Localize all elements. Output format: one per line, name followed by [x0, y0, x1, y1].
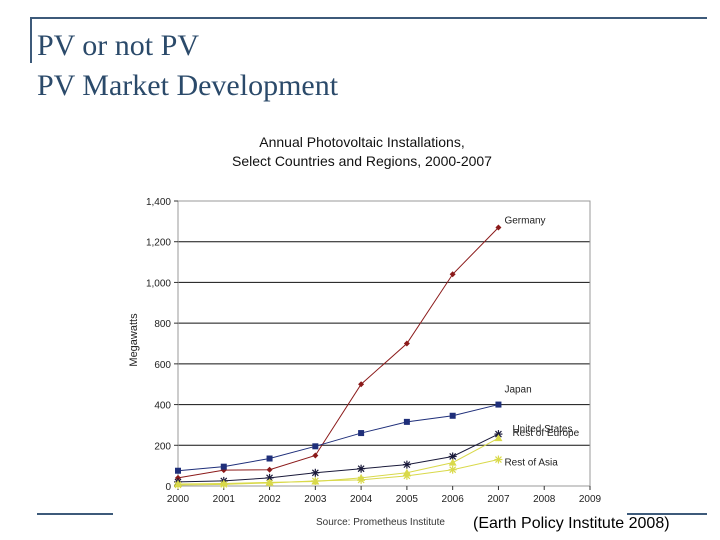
y-tick-label: 1,400 — [146, 197, 171, 208]
series-japan: Japan — [175, 385, 532, 474]
marker-stroke — [495, 430, 502, 438]
x-tick-label: 2009 — [579, 494, 602, 505]
marker-stroke — [266, 474, 273, 482]
data-point — [402, 460, 411, 469]
marker-stroke — [357, 476, 365, 484]
data-point — [312, 452, 319, 459]
series-label: United States — [512, 424, 572, 435]
data-point — [403, 418, 410, 425]
data-point — [266, 455, 273, 462]
x-tick-label: 2003 — [304, 494, 327, 505]
x-tick-label: 2002 — [258, 494, 281, 505]
data-point — [448, 458, 457, 466]
marker-stroke — [449, 453, 457, 460]
series-label: Germany — [504, 215, 545, 226]
marker-stroke — [266, 479, 273, 487]
data-point — [312, 443, 319, 450]
y-tick-label: 800 — [154, 319, 171, 330]
x-tick-label: 2004 — [350, 494, 373, 505]
marker-stroke — [311, 477, 319, 485]
x-tick-label: 2000 — [167, 494, 190, 505]
series-label: Rest of Asia — [504, 458, 558, 469]
marker-stroke — [495, 456, 502, 463]
slide-title-line-2: PV Market Development — [37, 69, 339, 102]
data-point — [266, 466, 273, 473]
data-point — [220, 463, 227, 470]
y-tick-label: 1,200 — [146, 238, 171, 249]
series-line — [177, 227, 499, 479]
marker-stroke — [449, 466, 457, 474]
y-axis-label: Megawatts — [128, 313, 140, 367]
series-label: Rest of Europe — [512, 428, 579, 439]
data-point — [494, 455, 503, 464]
chart-subtitle: Select Countries and Regions, 2000-2007 — [232, 153, 492, 169]
y-tick-label: 1,000 — [146, 278, 171, 289]
data-point — [357, 464, 366, 473]
slide-title-line-1: PV or not PV — [37, 29, 199, 62]
x-tick-label: 2005 — [396, 494, 419, 505]
data-point — [495, 224, 502, 231]
x-tick-label: 2001 — [213, 494, 236, 505]
series-line — [177, 404, 499, 472]
y-tick-label: 200 — [154, 441, 171, 452]
y-tick-label: 0 — [165, 482, 171, 493]
marker-stroke — [220, 480, 228, 488]
left-rule — [30, 17, 32, 63]
marker-stroke — [403, 472, 411, 480]
x-tick-label: 2007 — [487, 494, 510, 505]
data-point — [311, 468, 320, 477]
bottom-left-rule — [37, 513, 113, 515]
x-tick-label: 2006 — [442, 494, 465, 505]
plot-frame — [177, 200, 591, 487]
data-point — [494, 430, 503, 439]
grid — [178, 241, 590, 446]
marker-stroke — [357, 465, 365, 473]
data-point — [403, 340, 410, 347]
axes: 0 200 400 600 800 1,000 1,200 1,400 2000 2001 2002… — [146, 197, 602, 505]
data-point — [174, 480, 182, 489]
data-point — [265, 478, 274, 487]
series-line — [177, 437, 499, 485]
data-point — [449, 271, 456, 278]
y-tick-label: 600 — [154, 360, 171, 371]
series-rest-of-asia: Rest of Asia — [174, 455, 558, 489]
data-point — [402, 471, 411, 480]
data-point — [358, 381, 365, 388]
top-rule — [30, 17, 707, 19]
data-point — [357, 475, 366, 484]
x-tick-label: 2008 — [533, 494, 556, 505]
marker-stroke — [174, 481, 182, 489]
chart-source: Source: Prometheus Institute — [316, 517, 445, 528]
series-united-states: United States — [174, 424, 572, 486]
bottom-right-rule — [627, 513, 707, 515]
data-point — [175, 474, 181, 481]
marker-stroke — [403, 461, 411, 469]
data-point — [358, 430, 365, 437]
data-point — [311, 476, 320, 485]
marker-stroke — [311, 469, 319, 477]
chart-title: Annual Photovoltaic Installations, — [259, 134, 464, 150]
citation: (Earth Policy Institute 2008) — [473, 515, 670, 532]
data-point — [494, 434, 503, 442]
data-point — [219, 480, 228, 489]
y-tick-label: 400 — [154, 401, 171, 412]
data-point — [175, 467, 181, 474]
data-point — [448, 465, 457, 474]
slide-title: PV or not PV PV Market Development — [37, 26, 338, 106]
series-label: Japan — [504, 385, 531, 396]
series-line — [177, 459, 499, 486]
series-germany: Germany — [175, 215, 546, 481]
series-line — [177, 433, 499, 483]
data-point — [449, 412, 456, 419]
data-point — [495, 401, 502, 408]
